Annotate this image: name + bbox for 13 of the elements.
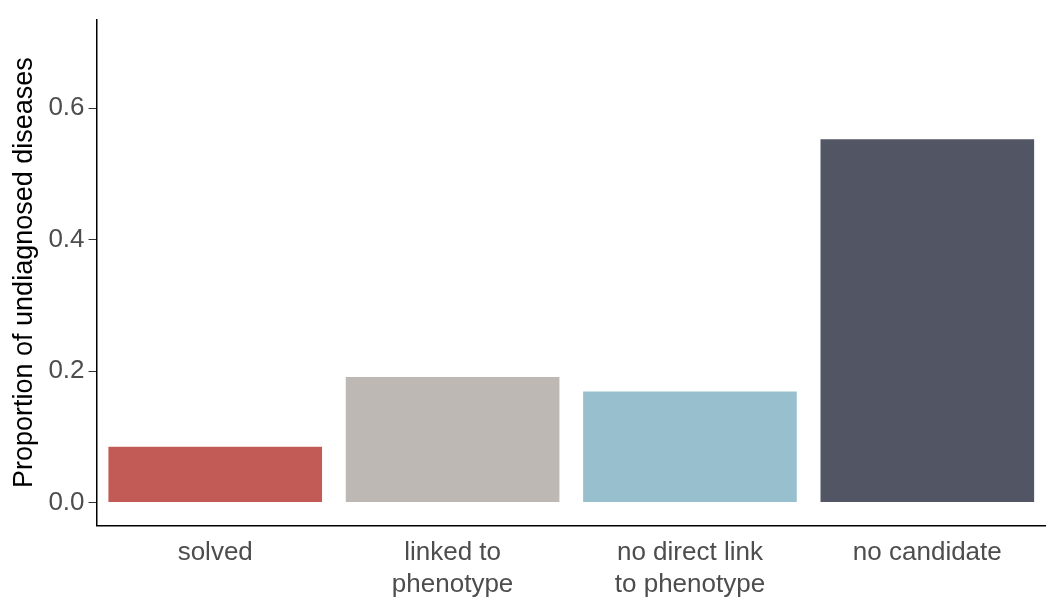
x-tick-label: no candidate [852,536,1002,567]
y-tick-label: 0.0 [48,485,85,516]
bar [345,377,560,503]
bar [820,139,1035,503]
y-tick-label: 0.4 [48,222,85,253]
y-tick-label: 0.6 [48,91,85,122]
y-tick-label: 0.2 [48,354,85,385]
x-tick-label: no direct link to phenotype [614,536,766,598]
bar [108,446,323,503]
x-tick-label: solved [177,536,253,567]
y-axis-title: Proportion of undiagnosed diseases [7,57,38,489]
bar [583,391,797,503]
x-tick-label: linked to phenotype [391,536,514,598]
